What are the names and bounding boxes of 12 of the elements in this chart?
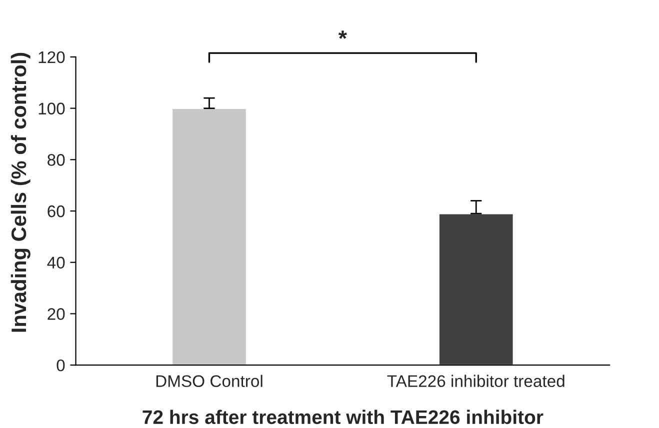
x-tick-label: DMSO Control	[156, 374, 262, 388]
y-tick-label: 100	[38, 102, 65, 114]
y-tick-label: 80	[48, 154, 65, 166]
y-tick-label: 120	[38, 51, 65, 64]
x-tick-label: TAE226 inhibitor treated	[387, 374, 564, 388]
y-axis-title: Invading Cells (% of control)	[10, 52, 30, 332]
x-axis-title: 72 hrs after treatment with TAE226 inhibitor	[142, 410, 544, 424]
y-tick-label: 20	[48, 308, 65, 320]
y-tick-label: 60	[48, 205, 65, 218]
y-tick-label: 40	[47, 256, 65, 269]
y-tick-label: 0	[56, 359, 65, 372]
text: *	[338, 30, 347, 39]
